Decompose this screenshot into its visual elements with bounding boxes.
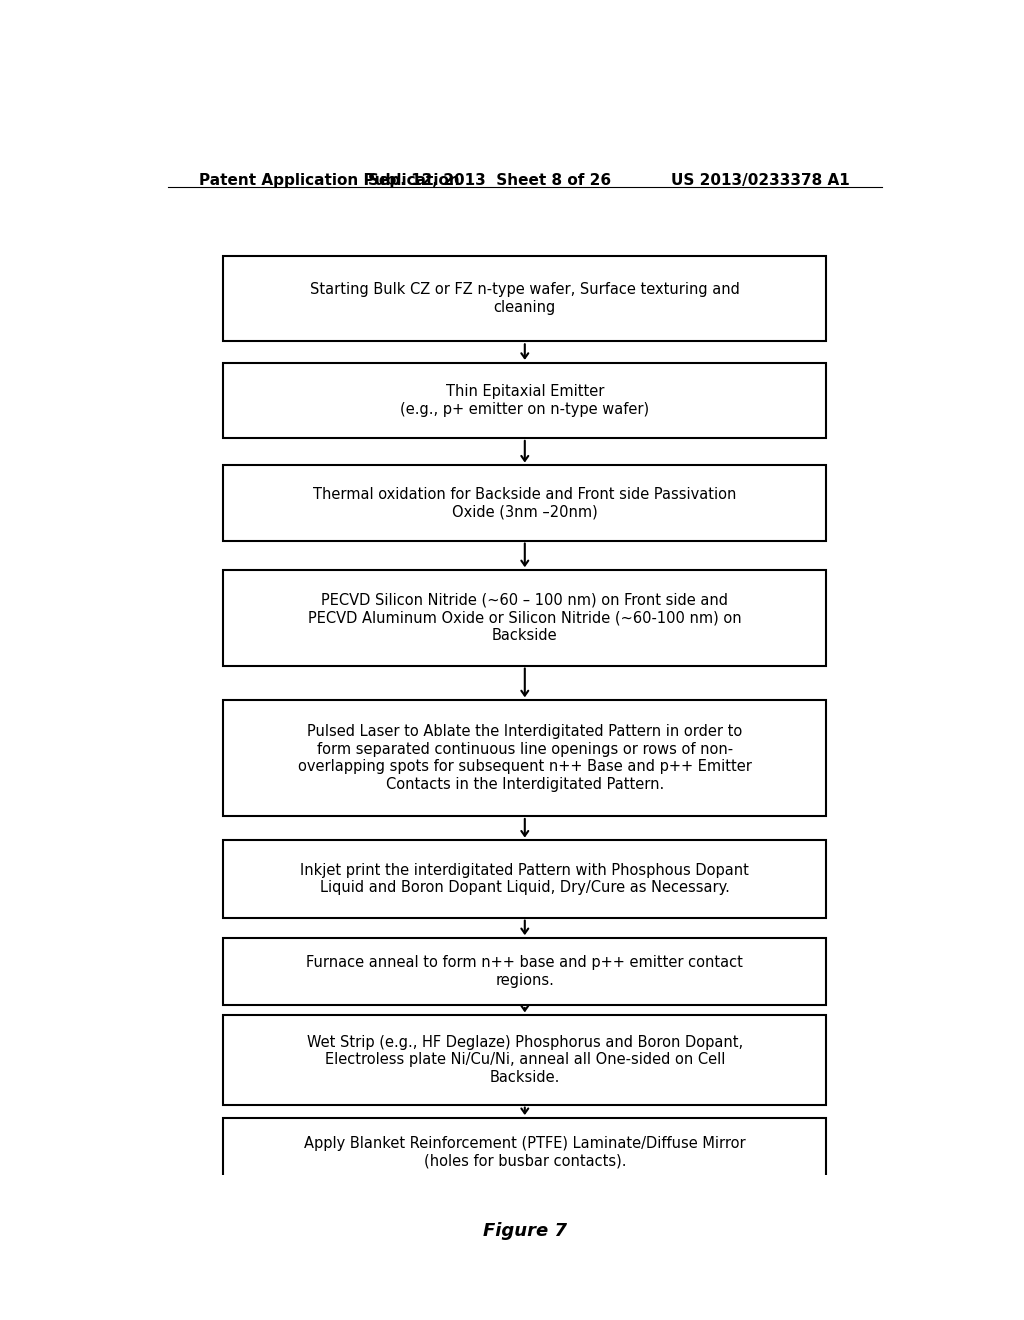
Text: Pulsed Laser to Ablate the Interdigitated Pattern in order to
form separated con: Pulsed Laser to Ablate the Interdigitate… xyxy=(298,725,752,792)
FancyBboxPatch shape xyxy=(223,570,826,665)
FancyBboxPatch shape xyxy=(223,1118,826,1187)
FancyBboxPatch shape xyxy=(223,363,826,438)
Text: Inkjet print the interdigitated Pattern with Phosphous Dopant
Liquid and Boron D: Inkjet print the interdigitated Pattern … xyxy=(300,863,750,895)
Text: Thin Epitaxial Emitter
(e.g., p+ emitter on n-type wafer): Thin Epitaxial Emitter (e.g., p+ emitter… xyxy=(400,384,649,417)
Text: Figure 7: Figure 7 xyxy=(482,1222,567,1239)
FancyBboxPatch shape xyxy=(223,256,826,342)
FancyBboxPatch shape xyxy=(223,700,826,816)
Text: Patent Application Publication: Patent Application Publication xyxy=(200,173,460,189)
Text: US 2013/0233378 A1: US 2013/0233378 A1 xyxy=(672,173,850,189)
FancyBboxPatch shape xyxy=(223,939,826,1005)
Text: PECVD Silicon Nitride (~60 – 100 nm) on Front side and
PECVD Aluminum Oxide or S: PECVD Silicon Nitride (~60 – 100 nm) on … xyxy=(308,593,741,643)
Text: Thermal oxidation for Backside and Front side Passivation
Oxide (3nm –20nm): Thermal oxidation for Backside and Front… xyxy=(313,487,736,519)
Text: Furnace anneal to form n++ base and p++ emitter contact
regions.: Furnace anneal to form n++ base and p++ … xyxy=(306,956,743,987)
Text: Wet Strip (e.g., HF Deglaze) Phosphorus and Boron Dopant,
Electroless plate Ni/C: Wet Strip (e.g., HF Deglaze) Phosphorus … xyxy=(307,1035,742,1085)
Text: Starting Bulk CZ or FZ n-type wafer, Surface texturing and
cleaning: Starting Bulk CZ or FZ n-type wafer, Sur… xyxy=(310,282,739,315)
FancyBboxPatch shape xyxy=(223,841,826,917)
Text: Apply Blanket Reinforcement (PTFE) Laminate/Diffuse Mirror
(holes for busbar con: Apply Blanket Reinforcement (PTFE) Lamin… xyxy=(304,1137,745,1168)
FancyBboxPatch shape xyxy=(223,1015,826,1105)
FancyBboxPatch shape xyxy=(223,466,826,541)
Text: Sep. 12, 2013  Sheet 8 of 26: Sep. 12, 2013 Sheet 8 of 26 xyxy=(368,173,610,189)
